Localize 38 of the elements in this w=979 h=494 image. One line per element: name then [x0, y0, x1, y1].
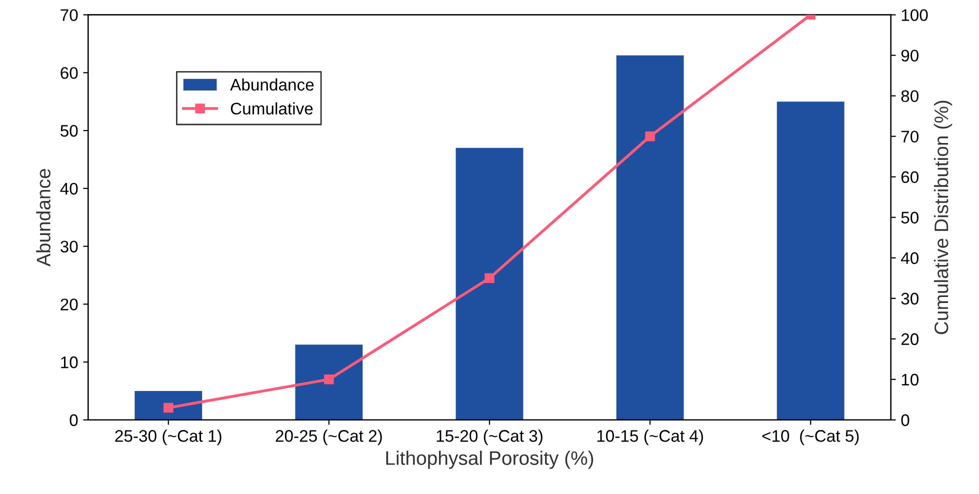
point [484, 273, 494, 283]
y2-tick-label: 50 [901, 212, 918, 224]
y2-tick-label: 90 [901, 50, 918, 62]
y2-tick-label: 70 [901, 130, 918, 143]
y2-tick-label: 30 [901, 292, 918, 305]
point [164, 402, 174, 413]
y-tick-label: 10 [61, 356, 78, 368]
bar [456, 148, 524, 420]
bar [776, 102, 844, 420]
y-tick-label: 70 [60, 9, 78, 22]
x-tick-label: 15-20 (~Cat 3) [436, 430, 542, 446]
x-axis-title: Lithophysal Porosity (%) [386, 450, 594, 469]
bar [295, 344, 363, 420]
y2-tick-label: 100 [902, 9, 928, 22]
y2-tick-label: 40 [900, 252, 918, 264]
y-tick-label: 40 [60, 182, 78, 195]
y-tick-label: 30 [60, 240, 78, 252]
legend-label: Cumulative [230, 102, 313, 115]
x-tick-label: <10 (~Cat 5) [762, 430, 859, 446]
y2-tick-label: 20 [901, 333, 918, 346]
y-tick-label: 50 [60, 124, 78, 137]
legend-label: Abundance [230, 78, 314, 91]
y-tick-label: 20 [60, 298, 78, 310]
bar [134, 390, 202, 420]
y2-tick-label: 0 [901, 414, 910, 426]
x-tick-label: 10-15 (~Cat 4) [597, 430, 703, 446]
y-tick-label: 60 [60, 67, 78, 79]
y-tick-label: 0 [70, 414, 78, 426]
y2-axis-title: Cumulative Distribution (%) [934, 100, 952, 334]
y2-tick-label: 10 [902, 374, 918, 386]
y2-tick-label: 80 [901, 90, 918, 102]
y-axis-title: Abundance [36, 169, 50, 267]
x-tick-label: 25-30 (~Cat 1) [115, 430, 222, 446]
y2-tick-label: 60 [901, 171, 918, 184]
point [324, 374, 334, 384]
bar [616, 55, 684, 420]
point [645, 131, 655, 142]
x-tick-label: 20-25 (~Cat 2) [276, 430, 382, 446]
